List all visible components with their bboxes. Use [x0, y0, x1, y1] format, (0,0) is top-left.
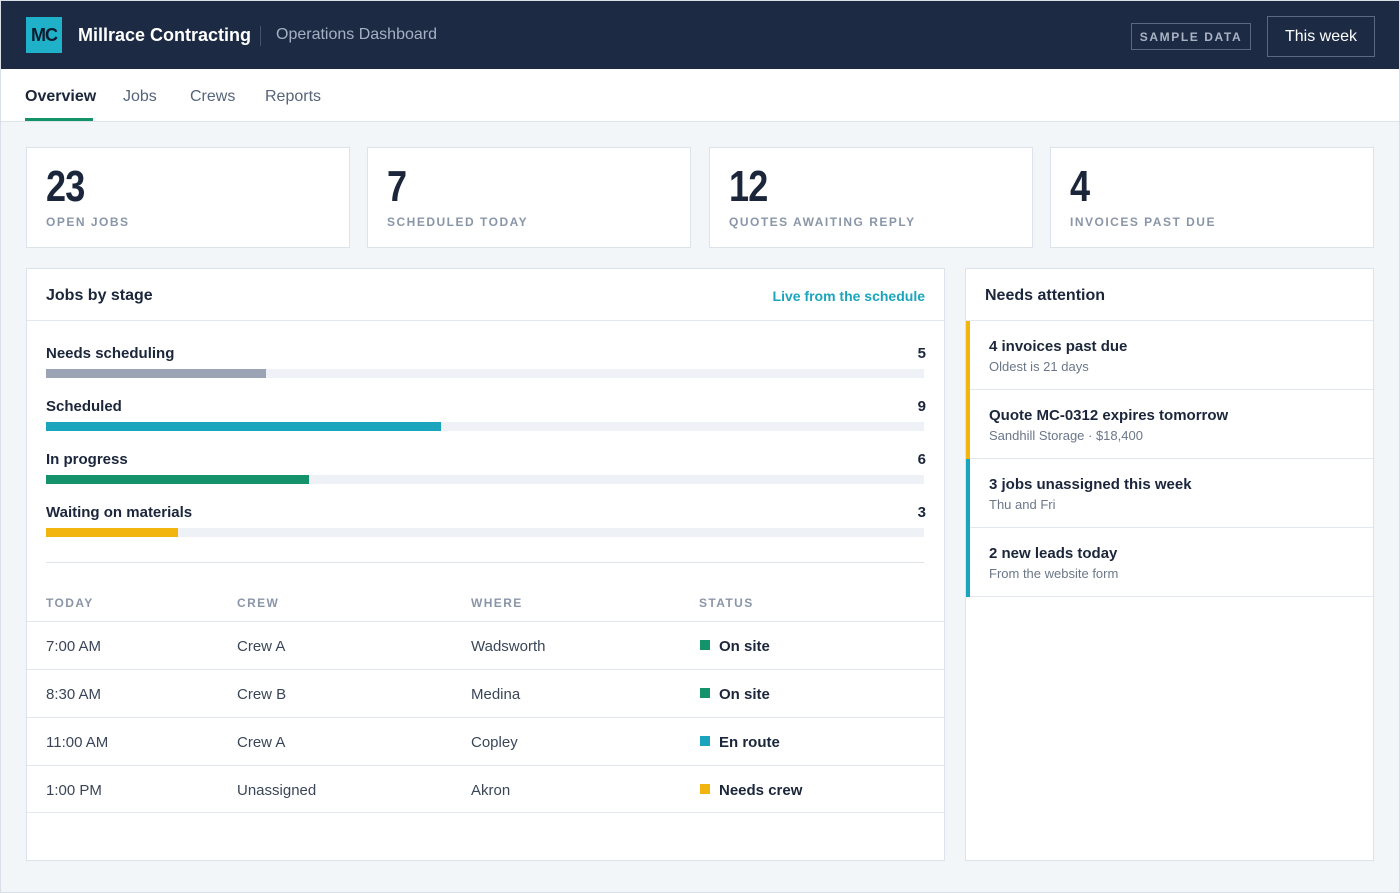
- stage-bar-track: [46, 475, 924, 484]
- status-text: Needs crew: [719, 782, 803, 799]
- kpi-value: 7: [387, 162, 407, 211]
- tab-bar: Overview Jobs Crews Reports: [1, 69, 1399, 122]
- jobs-by-stage-panel: Jobs by stage Live from the schedule Nee…: [26, 268, 945, 861]
- page-subtitle: Operations Dashboard: [276, 26, 437, 43]
- time-cell: 7:00 AM: [46, 638, 102, 655]
- kpi-value: 23: [46, 162, 85, 211]
- time-cell: 11:00 AM: [46, 734, 109, 751]
- time-cell: 1:00 PM: [46, 782, 102, 799]
- attention-title: 4 invoices past due: [989, 338, 1128, 355]
- table-row[interactable]: 7:00 AM Crew A Wadsworth On site: [27, 621, 944, 669]
- header-divider: [260, 26, 261, 46]
- kpi-label: QUOTES AWAITING REPLY: [729, 215, 916, 229]
- stage-count: 9: [917, 398, 926, 415]
- attention-accent-bar: [966, 528, 970, 597]
- stage-bar-fill: [46, 369, 266, 378]
- attention-subtitle: Thu and Fri: [989, 497, 1056, 512]
- kpi-card-open-jobs: 23 OPEN JOBS: [26, 147, 350, 248]
- location-cell: Wadsworth: [471, 638, 546, 655]
- table-row[interactable]: 8:30 AM Crew B Medina On site: [27, 669, 944, 717]
- brand-name: Millrace Contracting: [78, 25, 252, 45]
- column-header-status: STATUS: [699, 596, 754, 610]
- kpi-label: INVOICES PAST DUE: [1070, 215, 1216, 229]
- stage-bar-track: [46, 369, 924, 378]
- attention-item[interactable]: 2 new leads today From the website form: [966, 528, 1373, 597]
- active-tab-indicator: [25, 118, 93, 121]
- status-dot-icon: [700, 784, 710, 794]
- time-cell: 8:30 AM: [46, 686, 102, 703]
- attention-subtitle: From the website form: [989, 566, 1119, 581]
- status-text: En route: [719, 734, 780, 751]
- kpi-value: 4: [1070, 162, 1090, 211]
- column-header-today: TODAY: [46, 596, 94, 610]
- attention-item[interactable]: 4 invoices past due Oldest is 21 days: [966, 321, 1373, 390]
- stage-label: In progress: [46, 451, 128, 468]
- company-logo: MC: [26, 17, 62, 53]
- location-cell: Akron: [471, 782, 511, 799]
- needs-attention-panel: Needs attention 4 invoices past due Olde…: [965, 268, 1374, 861]
- attention-item[interactable]: 3 jobs unassigned this week Thu and Fri: [966, 459, 1373, 528]
- date-range-button[interactable]: This week: [1267, 16, 1375, 57]
- panel-title: Needs attention: [985, 287, 1106, 304]
- stage-label: Waiting on materials: [46, 504, 193, 521]
- attention-accent-bar: [966, 321, 970, 390]
- status-text: On site: [719, 686, 770, 703]
- attention-subtitle: Oldest is 21 days: [989, 359, 1089, 374]
- attention-accent-bar: [966, 390, 970, 459]
- tab-overview[interactable]: Overview: [25, 88, 97, 105]
- crew-cell: Crew A: [237, 734, 286, 751]
- panel-header-divider: [966, 320, 1373, 321]
- location-cell: Copley: [471, 734, 518, 751]
- stage-row-waiting-on-materials: Waiting on materials 3: [46, 504, 926, 548]
- panel-title: Jobs by stage: [46, 287, 153, 304]
- stage-bar-track: [46, 528, 924, 537]
- attention-accent-bar: [966, 459, 970, 528]
- tab-crews[interactable]: Crews: [190, 88, 236, 105]
- attention-item[interactable]: Quote MC-0312 expires tomorrow Sandhill …: [966, 390, 1373, 459]
- stage-row-in-progress: In progress 6: [46, 451, 926, 495]
- status-dot-icon: [700, 736, 710, 746]
- top-bar: MC Millrace Contracting Operations Dashb…: [1, 1, 1399, 69]
- stage-label: Needs scheduling: [46, 345, 175, 362]
- kpi-card-quotes-awaiting: 12 QUOTES AWAITING REPLY: [709, 147, 1033, 248]
- table-row[interactable]: 1:00 PM Unassigned Akron Needs crew: [27, 765, 944, 813]
- stage-count: 5: [917, 345, 926, 362]
- attention-title: Quote MC-0312 expires tomorrow: [989, 407, 1229, 424]
- column-header-where: WHERE: [471, 596, 523, 610]
- kpi-label: SCHEDULED TODAY: [387, 215, 529, 229]
- kpi-card-scheduled-today: 7 SCHEDULED TODAY: [367, 147, 691, 248]
- attention-title: 2 new leads today: [989, 545, 1118, 562]
- stage-bar-fill: [46, 528, 178, 537]
- stage-row-scheduled: Scheduled 9: [46, 398, 926, 442]
- sample-data-badge: SAMPLE DATA: [1131, 23, 1251, 50]
- stage-count: 6: [917, 451, 926, 468]
- tab-reports[interactable]: Reports: [265, 88, 322, 105]
- stage-bar-fill: [46, 475, 310, 484]
- attention-title: 3 jobs unassigned this week: [989, 476, 1192, 493]
- panel-header-divider: [27, 320, 944, 321]
- crew-cell: Crew A: [237, 638, 286, 655]
- stage-count: 3: [917, 504, 926, 521]
- attention-subtitle: Sandhill Storage · $18,400: [989, 428, 1143, 443]
- status-dot-icon: [700, 640, 710, 650]
- crew-cell: Unassigned: [237, 782, 317, 799]
- stage-label: Scheduled: [46, 398, 122, 415]
- status-text: On site: [719, 638, 770, 655]
- live-schedule-link[interactable]: Live from the schedule: [772, 288, 925, 304]
- column-header-crew: CREW: [237, 596, 280, 610]
- crew-cell: Crew B: [237, 686, 287, 703]
- kpi-value: 12: [729, 162, 768, 211]
- tab-jobs[interactable]: Jobs: [123, 88, 157, 105]
- stage-row-needs-scheduling: Needs scheduling 5: [46, 345, 926, 389]
- location-cell: Medina: [471, 686, 521, 703]
- kpi-label: OPEN JOBS: [46, 215, 130, 229]
- section-divider: [46, 562, 924, 563]
- kpi-card-invoices-past-due: 4 INVOICES PAST DUE: [1050, 147, 1374, 248]
- table-row[interactable]: 11:00 AM Crew A Copley En route: [27, 717, 944, 765]
- stage-bar-fill: [46, 422, 442, 431]
- stage-bar-track: [46, 422, 924, 431]
- status-dot-icon: [700, 688, 710, 698]
